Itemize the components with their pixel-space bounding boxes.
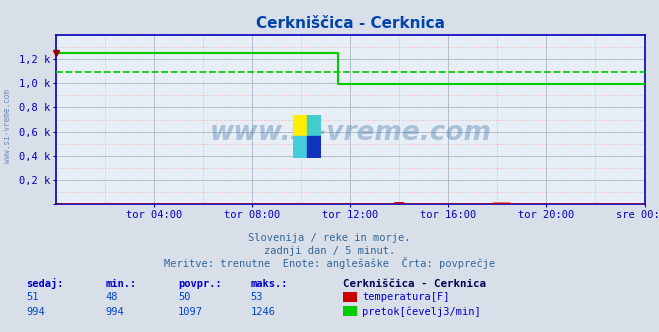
Text: 994: 994 [105, 307, 124, 317]
Text: maks.:: maks.: [250, 279, 288, 289]
Text: 1097: 1097 [178, 307, 203, 317]
Polygon shape [293, 115, 307, 136]
Title: Cerkniščica - Cerknica: Cerkniščica - Cerknica [256, 16, 445, 31]
Text: www.si-vreme.com: www.si-vreme.com [210, 120, 491, 146]
Text: zadnji dan / 5 minut.: zadnji dan / 5 minut. [264, 246, 395, 256]
Polygon shape [307, 115, 321, 136]
Text: pretok[čevelj3/min]: pretok[čevelj3/min] [362, 306, 481, 317]
Text: 50: 50 [178, 292, 190, 302]
Text: Slovenija / reke in morje.: Slovenija / reke in morje. [248, 233, 411, 243]
Text: www.si-vreme.com: www.si-vreme.com [3, 89, 13, 163]
Text: sedaj:: sedaj: [26, 278, 64, 289]
Text: Meritve: trenutne  Enote: anglešaške  Črta: povprečje: Meritve: trenutne Enote: anglešaške Črta… [164, 257, 495, 269]
Polygon shape [293, 136, 307, 158]
Text: 994: 994 [26, 307, 45, 317]
Text: 48: 48 [105, 292, 118, 302]
Text: temperatura[F]: temperatura[F] [362, 292, 450, 302]
Text: min.:: min.: [105, 279, 136, 289]
Text: 51: 51 [26, 292, 39, 302]
Text: 53: 53 [250, 292, 263, 302]
Polygon shape [307, 136, 321, 158]
Text: povpr.:: povpr.: [178, 279, 221, 289]
Text: Cerkniščica - Cerknica: Cerkniščica - Cerknica [343, 279, 486, 289]
Text: 1246: 1246 [250, 307, 275, 317]
